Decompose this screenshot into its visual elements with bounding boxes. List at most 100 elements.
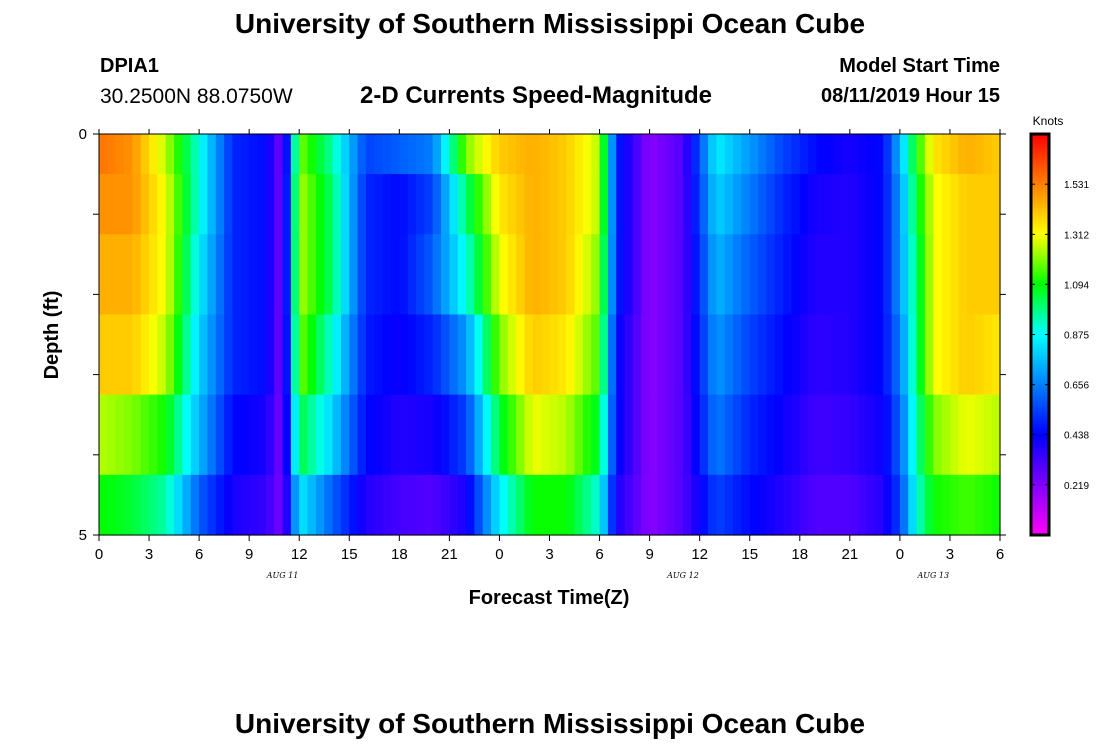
heatmap-cell: [374, 474, 384, 536]
heatmap-cell: [758, 314, 767, 396]
heatmap-cell: [115, 314, 125, 396]
heatmap-cell: [974, 134, 984, 175]
heatmap-cell: [124, 394, 133, 476]
heatmap-cell: [616, 474, 626, 536]
heatmap-cell: [716, 234, 726, 316]
plot-title: 2-D Currents Speed-Magnitude: [360, 82, 713, 109]
heatmap-cell: [933, 474, 943, 536]
heatmap-cell: [983, 314, 993, 396]
heatmap-cell: [724, 234, 734, 316]
heatmap-cell: [491, 314, 501, 396]
heatmap-cell: [974, 474, 984, 536]
heatmap-cell: [182, 234, 192, 316]
heatmap-cell: [174, 314, 184, 396]
heatmap-cell: [874, 314, 884, 396]
heatmap-cell: [449, 234, 459, 316]
heatmap-cell: [916, 134, 926, 175]
heatmap-cell: [816, 134, 826, 175]
heatmap-cell: [758, 394, 767, 476]
heatmap-cell: [908, 474, 918, 536]
heatmap-cell: [474, 134, 484, 175]
heatmap-cell: [799, 394, 809, 476]
heatmap-cell: [290, 134, 300, 175]
heatmap-cell: [140, 314, 150, 396]
heatmap-cell: [883, 394, 893, 476]
heatmap-cell: [157, 314, 167, 396]
heatmap-cell: [724, 314, 734, 396]
heatmap-cell: [783, 474, 793, 536]
x-tick-label: 9: [245, 546, 253, 563]
heatmap-cell: [374, 134, 384, 175]
heatmap-cell: [124, 134, 133, 175]
heatmap-cell: [682, 134, 692, 175]
heatmap-cell: [891, 474, 901, 536]
heatmap-cell: [466, 474, 476, 536]
heatmap-cell: [466, 314, 476, 396]
heatmap-cell: [457, 474, 467, 536]
heatmap-cell: [290, 174, 300, 235]
heatmap-cell: [557, 474, 567, 536]
heatmap-cell: [799, 234, 809, 316]
heatmap-cell: [591, 134, 601, 175]
heatmap-cell: [349, 234, 359, 316]
heatmap-cell: [182, 394, 192, 476]
x-tick-label: 3: [946, 546, 954, 563]
heatmap-cell: [666, 474, 676, 536]
x-tick-label: 18: [791, 546, 808, 563]
heatmap-cell: [716, 174, 726, 235]
heatmap-cell: [357, 474, 367, 536]
heatmap-cell: [616, 394, 626, 476]
heatmap-cell: [215, 174, 225, 235]
heatmap-cell: [541, 174, 551, 235]
heatmap-cell: [365, 134, 375, 175]
heatmap-cell: [699, 134, 709, 175]
heatmap-cell: [816, 174, 826, 235]
heatmap-cell: [399, 474, 409, 536]
heatmap-cell: [574, 234, 584, 316]
heatmap-cell: [249, 134, 259, 175]
heatmap-cell: [532, 474, 542, 536]
heatmap-cell: [357, 174, 367, 235]
heatmap-cell: [624, 474, 634, 536]
heatmap-cell: [466, 394, 476, 476]
x-tick-label: 21: [441, 546, 458, 563]
heatmap-cell: [841, 474, 851, 536]
heatmap-cell: [182, 174, 192, 235]
heatmap-cell: [274, 174, 284, 235]
heatmap-cell: [399, 134, 409, 175]
heatmap-cell: [424, 394, 434, 476]
x-tick-label: 0: [896, 546, 904, 563]
heatmap-cell: [482, 394, 492, 476]
heatmap-cell: [340, 134, 350, 175]
heatmap-cell: [574, 474, 584, 536]
heatmap-cell: [249, 314, 259, 396]
heatmap-cell: [624, 314, 634, 396]
heatmap-cell: [858, 474, 868, 536]
heatmap-cell: [499, 314, 509, 396]
heatmap-cell: [274, 234, 284, 316]
heatmap-cell: [766, 394, 776, 476]
heatmap-cell: [866, 314, 876, 396]
heatmap-cell: [774, 474, 784, 536]
heatmap-cell: [783, 174, 793, 235]
colorbar-tick-label: 0.656: [1064, 381, 1089, 392]
heatmap-cell: [324, 234, 334, 316]
heatmap-cell: [307, 234, 317, 316]
heatmap-cell: [466, 134, 476, 175]
heatmap-cell: [532, 314, 542, 396]
heatmap-cell: [240, 234, 250, 316]
heatmap-cell: [340, 174, 350, 235]
heatmap-cell: [457, 134, 467, 175]
heatmap-cell: [265, 134, 275, 175]
heatmap-cell: [390, 314, 400, 396]
heatmap-cell: [132, 134, 142, 175]
heatmap-cell: [741, 134, 751, 175]
heatmap-cell: [432, 314, 442, 396]
heatmap-cell: [991, 474, 1001, 536]
heatmap-cell: [941, 234, 951, 316]
heatmap-cell: [849, 174, 859, 235]
heatmap-cell: [632, 134, 642, 175]
heatmap-cell: [908, 314, 918, 396]
heatmap-cell: [766, 474, 776, 536]
heatmap-cell: [808, 314, 818, 396]
